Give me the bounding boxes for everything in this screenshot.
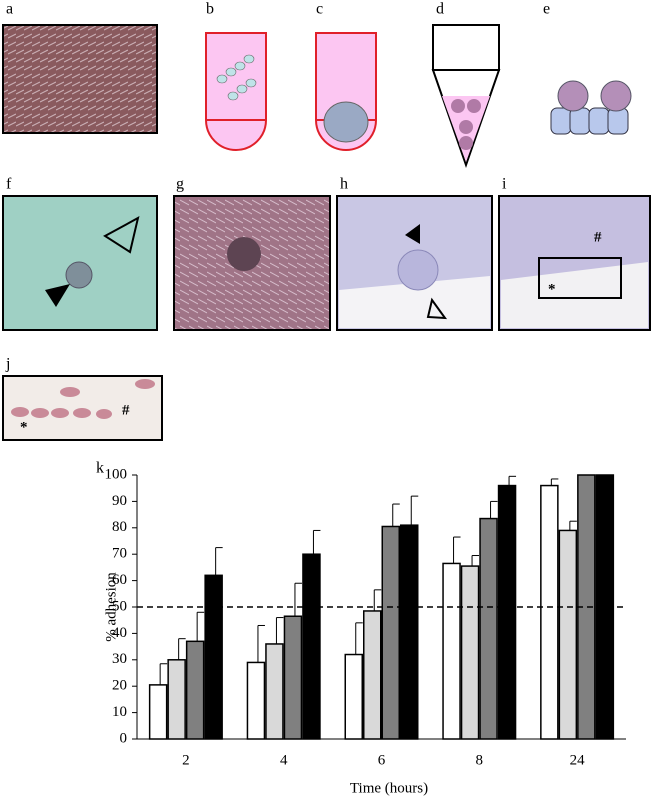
cells bbox=[11, 379, 155, 419]
spheroids bbox=[451, 99, 481, 150]
y-tick-label: 80 bbox=[112, 519, 127, 535]
bar bbox=[558, 529, 578, 740]
annotation: * bbox=[548, 281, 556, 297]
annotation: # bbox=[594, 229, 602, 245]
x-tick-label: 24 bbox=[570, 752, 586, 768]
x-tick-label: 8 bbox=[476, 752, 484, 768]
panel-label: k bbox=[96, 460, 104, 477]
spheroid bbox=[323, 101, 369, 143]
panel-labels: a b c d e f g h i j bbox=[5, 1, 550, 373]
inset-box bbox=[538, 257, 622, 299]
arrowhead bbox=[103, 216, 140, 254]
bar bbox=[246, 661, 266, 740]
annotation: # bbox=[122, 402, 130, 418]
bar bbox=[265, 643, 284, 740]
y-axis-label: % adhesion bbox=[103, 572, 119, 642]
spheroid bbox=[397, 249, 439, 291]
bar bbox=[344, 653, 363, 740]
annotation: * bbox=[20, 419, 28, 435]
panel-label: i bbox=[502, 176, 507, 193]
arrowhead bbox=[405, 224, 420, 244]
bar bbox=[148, 684, 168, 740]
micrograph bbox=[2, 24, 158, 134]
spheroid bbox=[227, 237, 261, 271]
cells bbox=[216, 54, 257, 101]
bar bbox=[283, 615, 303, 740]
tube bbox=[205, 32, 267, 151]
x-tick-label: 4 bbox=[280, 752, 288, 768]
y-tick-label: 30 bbox=[112, 651, 127, 667]
bar bbox=[185, 640, 205, 740]
panel-label: b bbox=[206, 1, 214, 18]
substrate bbox=[501, 262, 648, 328]
y-tick-label: 70 bbox=[112, 546, 127, 562]
bar bbox=[400, 524, 419, 740]
y-tick-label: 0 bbox=[120, 730, 128, 746]
substrate bbox=[339, 276, 490, 328]
y-tick-label: 40 bbox=[112, 625, 127, 641]
bar bbox=[204, 574, 223, 740]
panel-label: e bbox=[543, 1, 550, 18]
bar bbox=[442, 562, 461, 740]
x-tick-label: 6 bbox=[378, 752, 386, 768]
y-tick-label: 90 bbox=[112, 493, 127, 509]
y-tick-label: 60 bbox=[112, 572, 127, 588]
panel-label: d bbox=[436, 1, 444, 18]
bar bbox=[167, 659, 186, 740]
tip-top bbox=[432, 24, 500, 71]
spheroids bbox=[557, 80, 632, 112]
panel-label: a bbox=[6, 1, 13, 18]
monolayer bbox=[550, 107, 629, 135]
bar bbox=[381, 525, 400, 740]
arrowhead bbox=[426, 297, 448, 320]
panel-label: g bbox=[176, 176, 184, 193]
x-axis-label: Time (hours) bbox=[350, 780, 428, 796]
panel-label: j bbox=[5, 356, 10, 373]
panel-label: f bbox=[6, 176, 12, 193]
panel-label: c bbox=[316, 1, 323, 18]
y-tick-label: 100 bbox=[105, 466, 128, 482]
bar bbox=[302, 553, 321, 740]
bar bbox=[363, 610, 382, 740]
bar bbox=[479, 517, 498, 740]
bar bbox=[460, 565, 480, 740]
y-tick-label: 10 bbox=[112, 704, 127, 720]
x-tick-label: 2 bbox=[182, 752, 190, 768]
y-tick-label: 20 bbox=[112, 678, 127, 694]
spheroid bbox=[65, 261, 93, 289]
bar bbox=[540, 484, 559, 740]
y-tick-label: 50 bbox=[112, 598, 127, 614]
micrograph bbox=[2, 375, 163, 441]
panel-label: h bbox=[340, 176, 348, 193]
arrowhead bbox=[45, 284, 70, 307]
bar bbox=[497, 484, 517, 740]
